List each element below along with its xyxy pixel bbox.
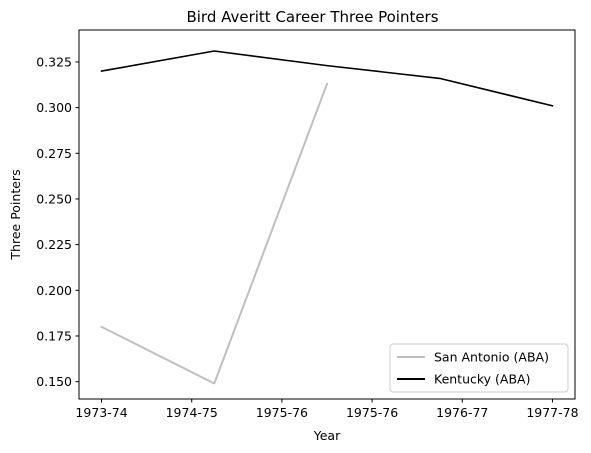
x-tick-label: 1977-78 bbox=[526, 405, 578, 420]
x-tick-label: 1973-74 bbox=[75, 405, 127, 420]
y-tick-label: 0.200 bbox=[36, 283, 72, 298]
x-axis: 1973-74 1974-75 1975-76 1975-76 1976-77 1977-… bbox=[75, 399, 579, 420]
legend-label-san-antonio: San Antonio (ABA) bbox=[434, 350, 549, 365]
x-axis-label: Year bbox=[313, 428, 341, 443]
x-tick-label: 1975-76 bbox=[256, 405, 308, 420]
series-layer bbox=[100, 50, 554, 385]
chart-title: Bird Averitt Career Three Pointers bbox=[186, 8, 438, 26]
x-tick-label: 1975-76 bbox=[346, 405, 398, 420]
y-axis-label: Three Pointers bbox=[8, 169, 23, 260]
legend-label-kentucky: Kentucky (ABA) bbox=[434, 372, 530, 387]
y-tick-label: 0.300 bbox=[36, 100, 72, 115]
y-tick-label: 0.275 bbox=[36, 146, 72, 161]
x-tick-label: 1976-77 bbox=[436, 405, 488, 420]
legend: San Antonio (ABA) Kentucky (ABA) bbox=[389, 343, 569, 393]
y-axis: 0.150 0.175 0.200 0.225 0.250 0.275 0.300 0.325 bbox=[36, 54, 79, 389]
y-tick-label: 0.325 bbox=[36, 54, 72, 69]
series-line-kentucky-aba bbox=[100, 50, 554, 107]
series-line-san-antonio-aba bbox=[100, 82, 329, 385]
x-tick-label: 1974-75 bbox=[166, 405, 218, 420]
y-tick-label: 0.250 bbox=[36, 191, 72, 206]
plot-area-frame bbox=[78, 29, 576, 400]
y-tick-label: 0.175 bbox=[36, 328, 72, 343]
y-tick-label: 0.225 bbox=[36, 237, 72, 252]
y-tick-label: 0.150 bbox=[36, 374, 72, 389]
legend-box bbox=[389, 343, 569, 393]
